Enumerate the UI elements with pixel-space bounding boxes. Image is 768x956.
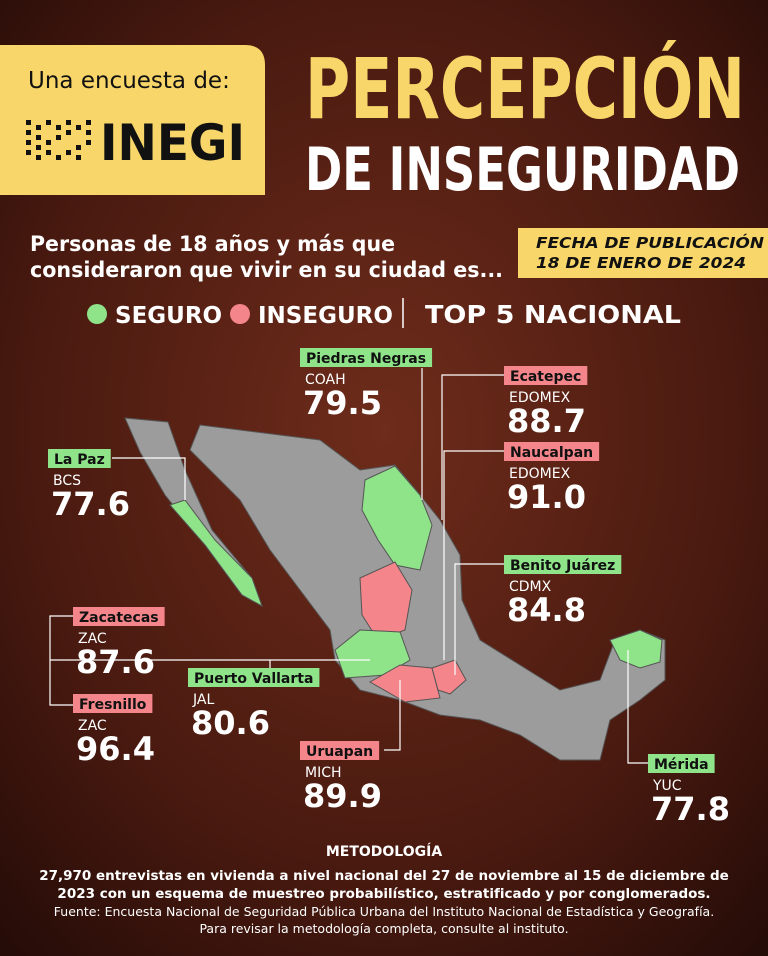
city-name: Fresnillo [79, 697, 147, 713]
brand-box [0, 45, 265, 195]
city-name: Piedras Negras [306, 351, 426, 367]
city-value: 84.8 [507, 591, 586, 629]
city-state: CDMX [509, 579, 552, 595]
city-name: Uruapan [306, 744, 373, 760]
publication-label: FECHA DE PUBLICACIÓN [536, 233, 764, 252]
city-value: 87.6 [76, 643, 155, 681]
city-name-box [48, 449, 111, 468]
city-name: Zacatecas [79, 610, 159, 626]
region-jalisco [334, 629, 411, 679]
city-value: 80.6 [191, 704, 270, 742]
map [124, 417, 666, 761]
city-value: 91.0 [507, 478, 586, 516]
methodology-title: METODOLOGÍA [326, 843, 442, 860]
region-coahuila [361, 465, 433, 571]
city-value: 79.5 [303, 384, 382, 422]
subtitle: Personas de 18 años y más que [30, 232, 395, 256]
city-name-box [504, 442, 600, 461]
city-name-box [504, 366, 588, 385]
city-value: 89.9 [303, 777, 382, 815]
city-name-box [73, 607, 165, 626]
subtitle: consideraron que vivir en su ciudad es..… [30, 258, 503, 282]
city-name: Puerto Vallarta [194, 671, 313, 687]
city-state: ZAC [78, 718, 107, 734]
city-name-box [300, 741, 380, 760]
legend-label: INSEGURO [258, 303, 393, 329]
ranking-label: TOP 5 NACIONAL [425, 300, 681, 329]
methodology-line: Fuente: Encuesta Nacional de Seguridad P… [54, 904, 714, 919]
city-state: MICH [305, 765, 342, 781]
region-bcs [169, 499, 263, 608]
city-name: Ecatepec [510, 369, 581, 385]
city-state: ZAC [78, 631, 107, 647]
intro: Una encuesta de: [28, 68, 230, 94]
title-line-1: PERCEPCIÓN [305, 40, 745, 138]
publication-date: 18 DE ENERO DE 2024 [536, 254, 746, 272]
city-state: YUC [652, 778, 682, 794]
legend-swatch [87, 304, 107, 324]
region-yucatan [609, 629, 663, 669]
mexico-mainland [189, 424, 666, 761]
brand: INEGI [100, 114, 245, 172]
city-value: 96.4 [76, 730, 155, 768]
legend-swatch [230, 304, 250, 324]
city-name: Benito Juárez [510, 558, 615, 574]
region-edomex [431, 659, 467, 695]
methodology-line: 2023 con un esquema de muestreo probabil… [57, 886, 710, 902]
city-name: Naucalpan [510, 445, 593, 461]
city-name: Mérida [654, 757, 709, 773]
region-zacatecas [359, 561, 413, 641]
city-value: 77.6 [51, 485, 130, 523]
date-box [518, 228, 768, 278]
title-line-2: DE INSEGURIDAD [305, 135, 740, 205]
city-state: COAH [305, 372, 346, 388]
city-value: 88.7 [507, 402, 586, 440]
legend-label: SEGURO [115, 303, 222, 329]
city-name-box [300, 348, 433, 367]
city-state: EDOMEX [509, 390, 571, 406]
city-name: La Paz [54, 452, 105, 468]
city-name-box [504, 555, 622, 574]
city-name-box [188, 668, 320, 687]
city-value: 77.8 [651, 790, 730, 828]
inegi-logo-dots [26, 120, 91, 160]
city-state: BCS [53, 473, 81, 489]
city-state: EDOMEX [509, 466, 571, 482]
methodology-line: Para revisar la metodología completa, co… [199, 921, 568, 936]
city-name-box [648, 754, 715, 773]
city-state: JAL [192, 692, 214, 708]
methodology-line: 27,970 entrevistas en vivienda a nivel n… [39, 868, 729, 884]
city-name-box [73, 694, 153, 713]
